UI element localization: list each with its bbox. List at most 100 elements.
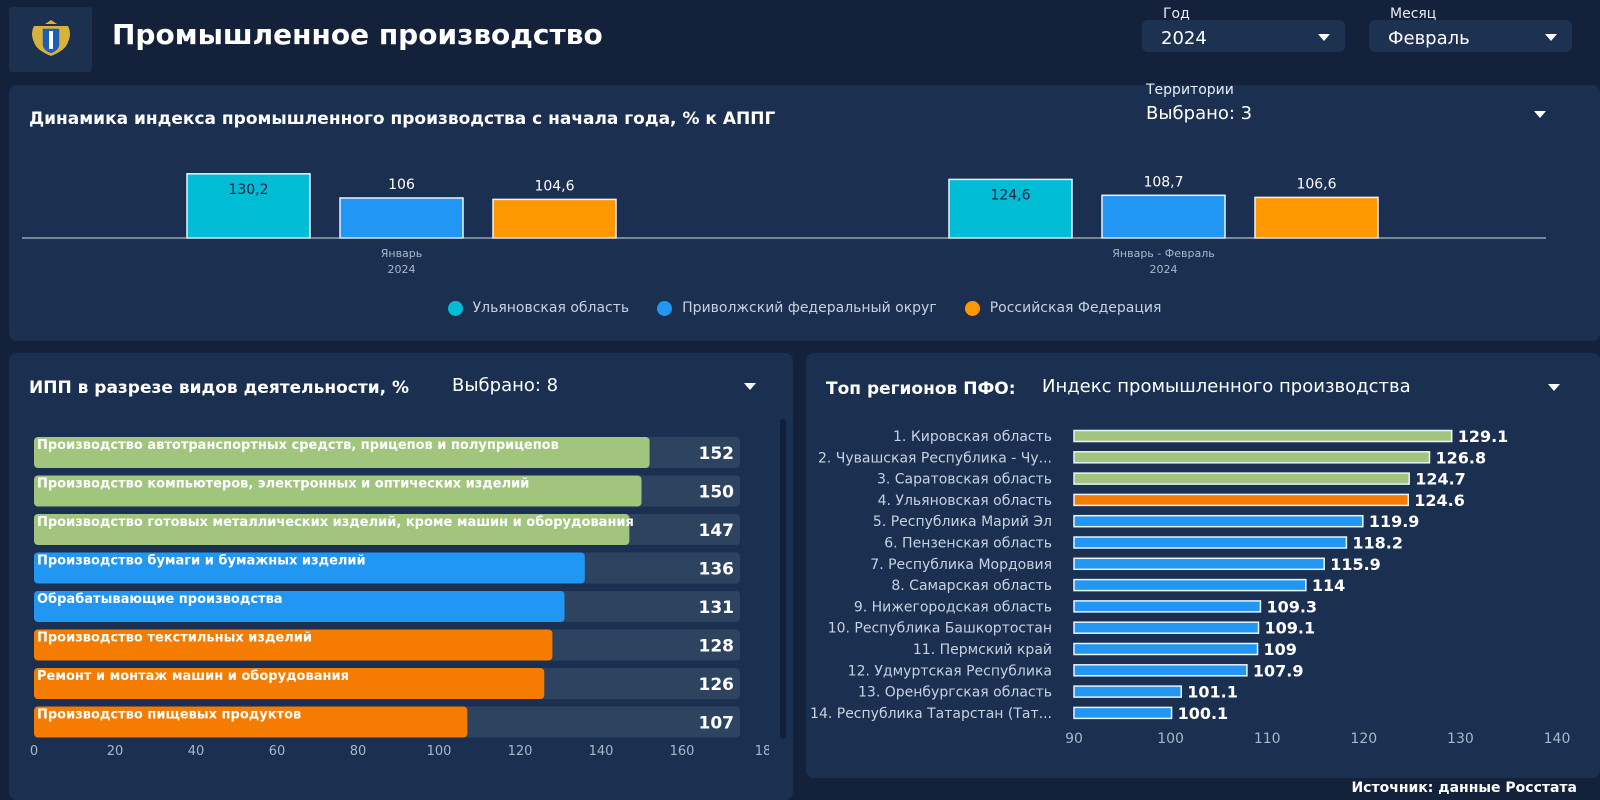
bar	[1073, 536, 1348, 549]
x-tick-label: 140	[589, 744, 614, 759]
bar	[948, 178, 1073, 239]
x-tick-label: 0	[30, 744, 38, 759]
dynamics-bar-chart: 130,2 106 104,6 Январь 2024 124,6 108,7 106,6 Ян…	[22, 173, 1546, 276]
month-filter-label: Месяц	[1390, 6, 1437, 22]
source-note: Источник: данные Росстата	[1351, 780, 1577, 796]
bar	[1073, 472, 1410, 485]
bar	[1073, 578, 1307, 592]
category-label: 5. Республика Марий Эл	[873, 514, 1052, 530]
data-label: 128	[699, 637, 735, 657]
data-label: 100.1	[1178, 704, 1229, 723]
data-label: 131	[699, 598, 735, 618]
bar-category-label: Обрабатывающие производства	[37, 592, 283, 607]
data-label: 109	[1264, 640, 1297, 659]
category-label: 12. Удмуртская Республика	[848, 663, 1052, 679]
bar-category-label: Производство готовых металлических издел…	[37, 515, 634, 530]
data-label: 106,6	[1296, 176, 1336, 192]
x-tick-label: 110	[1254, 731, 1281, 747]
data-label: 109.1	[1265, 619, 1316, 638]
bar	[34, 437, 650, 468]
month-select[interactable]: Февраль	[1369, 20, 1572, 52]
x-tick-label: 100	[427, 744, 452, 759]
data-label: 147	[699, 521, 735, 541]
bar-category-label: Производство пищевых продуктов	[37, 708, 301, 723]
bar	[1073, 642, 1259, 656]
legend-label: Ульяновская область	[472, 300, 630, 316]
bar	[492, 198, 617, 239]
category-label: Январь	[381, 247, 423, 260]
dynamics-title: Динамика индекса промышленного производс…	[29, 109, 776, 129]
data-label: 115.9	[1330, 555, 1381, 574]
x-tick-label: 140	[1544, 731, 1571, 747]
bar	[34, 706, 468, 738]
category-label: 4. Ульяновская область	[878, 493, 1052, 509]
data-label: 119.9	[1369, 512, 1420, 531]
chevron-down-icon	[1534, 111, 1546, 118]
bar-category-label: Производство бумаги и бумажных изделий	[37, 554, 366, 569]
legend-item-rf[interactable]: Российская Федерация	[964, 300, 1162, 316]
legend-item-ulyanovsk[interactable]: Ульяновская область	[447, 300, 630, 316]
data-label: 124.7	[1415, 470, 1466, 489]
bar	[1073, 706, 1173, 720]
territories-label: Территории	[1146, 82, 1234, 98]
x-tick-label: 60	[269, 744, 286, 759]
x-tick-label: 80	[350, 744, 367, 759]
data-label: 108,7	[1143, 174, 1183, 190]
bar	[34, 591, 565, 622]
activities-scrollbar[interactable]	[780, 419, 786, 739]
data-label: 107	[699, 714, 735, 734]
category-label: 14. Республика Татарстан (Тат...	[810, 706, 1052, 722]
bar	[1073, 451, 1431, 464]
data-label: 101.1	[1187, 683, 1238, 702]
data-label: 126	[699, 675, 735, 695]
bar	[34, 475, 642, 507]
category-label: 7. Республика Мордовия	[870, 557, 1052, 573]
legend-item-pfo[interactable]: Приволжский федеральный округ	[657, 300, 937, 316]
bar	[1073, 621, 1260, 634]
page-title: Промышленное производство	[112, 18, 603, 51]
regions-indicator-value: Индекс промышленного производства	[1042, 376, 1411, 397]
chevron-down-icon	[1545, 34, 1557, 41]
category-label: 10. Республика Башкортостан	[828, 621, 1052, 637]
bar	[34, 629, 553, 661]
x-tick-label: 160	[670, 744, 695, 759]
category-label: 3. Саратовская область	[877, 472, 1052, 488]
activities-bar-chart: Производство автотранспортных средств, п…	[30, 437, 769, 759]
bar	[34, 514, 630, 545]
category-label: Январь - Февраль	[1112, 247, 1214, 260]
data-label: 150	[699, 483, 735, 503]
bar	[1073, 685, 1182, 698]
x-tick-label: 120	[508, 744, 533, 759]
data-label: 109.3	[1266, 597, 1317, 616]
bar	[34, 552, 585, 584]
legend-swatch	[447, 300, 463, 316]
bar	[1073, 429, 1453, 443]
bar-category-label: Производство автотранспортных средств, п…	[37, 438, 559, 453]
legend-swatch	[964, 300, 980, 316]
regions-indicator-select[interactable]: Индекс промышленного производства	[1042, 376, 1572, 404]
bar	[1073, 600, 1262, 613]
bar	[34, 668, 545, 699]
category-label: 1. Кировская область	[893, 429, 1052, 445]
activities-filter-select[interactable]: Выбрано: 8	[452, 375, 770, 403]
bar	[1073, 493, 1409, 507]
bar	[1073, 557, 1325, 571]
bar	[186, 173, 311, 239]
data-label: 130,2	[228, 182, 268, 198]
year-select[interactable]: 2024	[1142, 20, 1345, 52]
territories-select[interactable]: Выбрано: 3	[1146, 103, 1560, 133]
x-tick-label: 100	[1157, 731, 1184, 747]
bar	[1073, 664, 1248, 677]
data-label: 106	[388, 177, 415, 193]
category-label: 6. Пензенская область	[884, 536, 1052, 552]
data-label: 126.8	[1435, 448, 1486, 467]
legend-label: Российская Федерация	[989, 300, 1162, 316]
data-label: 124.6	[1414, 491, 1465, 510]
x-tick-label: 90	[1065, 731, 1083, 747]
bar-category-label: Ремонт и монтаж машин и оборудования	[37, 669, 349, 684]
dynamics-panel: Динамика индекса промышленного производс…	[9, 82, 1600, 341]
category-label: 9. Нижегородская область	[854, 599, 1052, 615]
x-tick-label: 20	[107, 744, 124, 759]
data-label: 114	[1312, 576, 1345, 595]
territories-select-value: Выбрано: 3	[1146, 103, 1253, 124]
